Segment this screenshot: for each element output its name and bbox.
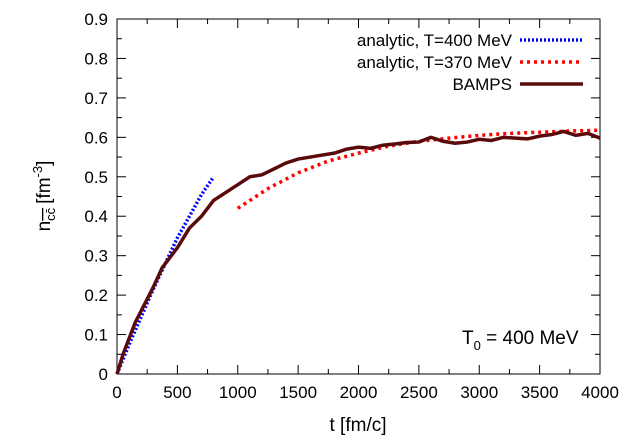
x-axis-label: t [fm/c] xyxy=(330,415,387,436)
legend-label: BAMPS xyxy=(452,75,512,94)
y-tick-label: 0.7 xyxy=(84,89,108,108)
x-tick-label: 3500 xyxy=(521,383,559,402)
series-line-0 xyxy=(115,175,216,375)
y-tick-label: 0.6 xyxy=(84,128,108,147)
x-tick-label: 2000 xyxy=(340,383,378,402)
y-tick-label: 0 xyxy=(99,365,108,384)
legend-label: analytic, T=400 MeV xyxy=(357,31,513,50)
y-axis-label: ncc̄[fm-3] xyxy=(30,161,58,232)
x-tick-label: 1000 xyxy=(219,383,257,402)
x-tick-label: 0 xyxy=(112,383,121,402)
y-tick-label: 0.2 xyxy=(84,286,108,305)
y-tick-label: 0.5 xyxy=(84,168,108,187)
series-line-2 xyxy=(115,129,601,375)
x-tick-label: 3000 xyxy=(460,383,498,402)
y-tick-label: 0.4 xyxy=(84,207,108,226)
annotation: T0 = 400 MeV xyxy=(462,328,579,353)
y-tick-label: 0.1 xyxy=(84,326,108,345)
y-tick-label: 0.3 xyxy=(84,247,108,266)
x-tick-label: 1500 xyxy=(279,383,317,402)
y-tick-label: 0.9 xyxy=(84,10,108,29)
x-tick-label: 4000 xyxy=(581,383,619,402)
y-tick-label: 0.8 xyxy=(84,49,108,68)
x-tick-label: 500 xyxy=(163,383,191,402)
series-line-1 xyxy=(236,128,601,210)
plot-frame xyxy=(116,18,601,375)
x-tick-label: 2500 xyxy=(400,383,438,402)
legend-label: analytic, T=370 MeV xyxy=(357,53,513,72)
